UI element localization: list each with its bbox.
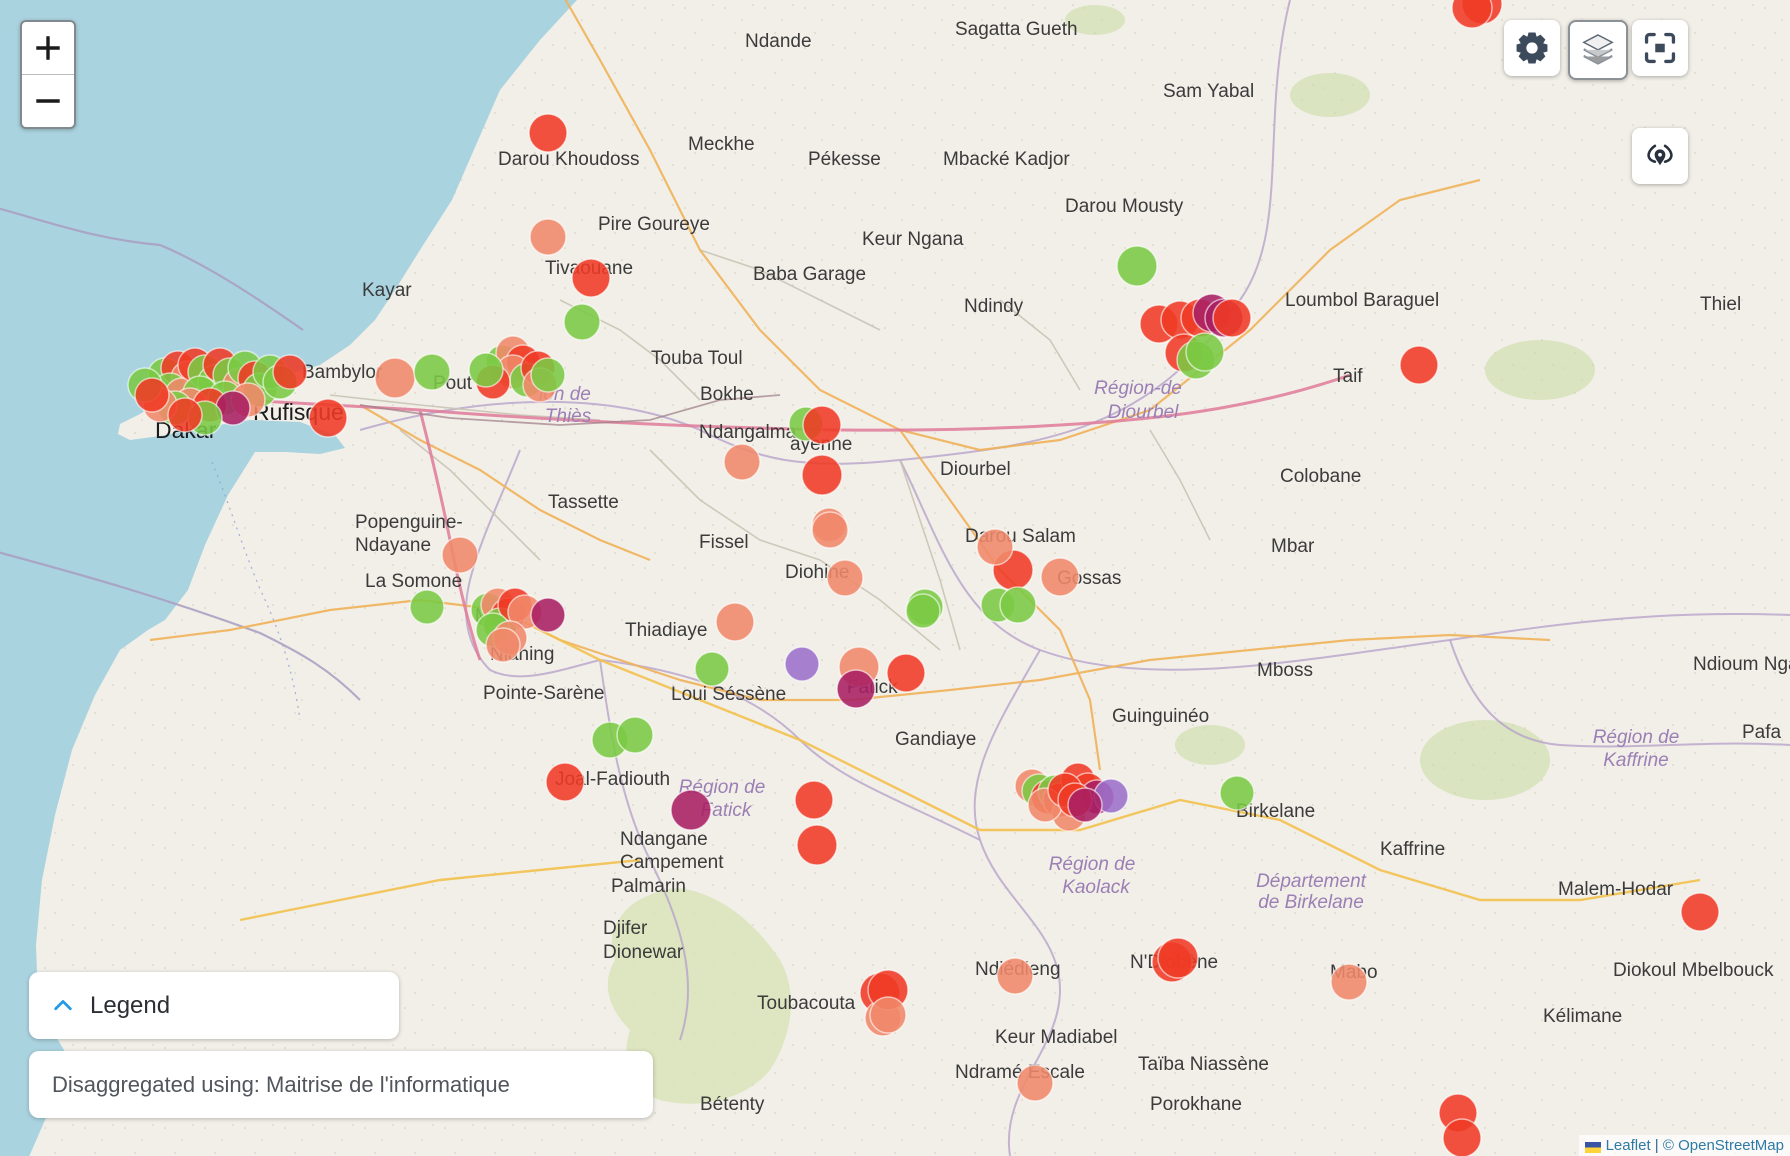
svg-text:Gandiaye: Gandiaye — [895, 729, 976, 750]
svg-text:Ndangane: Ndangane — [620, 829, 708, 850]
svg-text:Ndande: Ndande — [745, 31, 812, 52]
svg-text:Région-de: Région-de — [1094, 378, 1182, 399]
svg-text:Diokoul Mbelbouck: Diokoul Mbelbouck — [1613, 960, 1774, 981]
svg-text:Dionewar: Dionewar — [603, 942, 684, 963]
svg-text:Campement: Campement — [620, 852, 724, 873]
svg-text:Touba Toul: Touba Toul — [651, 348, 743, 369]
svg-text:Kayar: Kayar — [362, 280, 412, 301]
svg-text:de Birkelane: de Birkelane — [1258, 892, 1364, 913]
svg-text:Pointe-Sarène: Pointe-Sarène — [483, 683, 604, 704]
svg-text:Toubacouta: Toubacouta — [757, 993, 856, 1014]
svg-text:Taif: Taif — [1333, 366, 1363, 387]
svg-text:Diourbel: Diourbel — [1108, 402, 1180, 423]
svg-text:Pafa: Pafa — [1742, 722, 1782, 743]
svg-text:Kélimane: Kélimane — [1543, 1006, 1622, 1027]
svg-text:Meckhe: Meckhe — [688, 134, 755, 155]
svg-text:Diourbel: Diourbel — [940, 459, 1011, 480]
svg-text:Thiès: Thiès — [545, 406, 592, 427]
svg-text:Kaffrine: Kaffrine — [1380, 839, 1445, 860]
svg-text:Bokhe: Bokhe — [700, 384, 754, 405]
svg-text:Pire Goureye: Pire Goureye — [598, 214, 710, 235]
svg-text:Loumbol Baraguel: Loumbol Baraguel — [1285, 290, 1439, 311]
svg-text:Ndayane: Ndayane — [355, 535, 431, 556]
svg-text:Mboss: Mboss — [1257, 660, 1313, 681]
svg-text:Colobane: Colobane — [1280, 466, 1361, 487]
svg-text:Thiel: Thiel — [1700, 294, 1741, 315]
svg-text:Fissel: Fissel — [699, 532, 749, 553]
svg-text:Loui Séssène: Loui Séssène — [671, 684, 786, 705]
svg-text:Kaolack: Kaolack — [1062, 877, 1131, 898]
svg-text:Palmarin: Palmarin — [611, 876, 686, 897]
svg-text:La Somone: La Somone — [365, 571, 462, 592]
svg-text:Guinguinéo: Guinguinéo — [1112, 706, 1209, 727]
svg-text:Ndangalma: Ndangalma — [699, 422, 797, 443]
svg-text:Tassette: Tassette — [548, 492, 619, 513]
svg-text:Pékesse: Pékesse — [808, 149, 881, 170]
svg-text:Région de: Région de — [1593, 727, 1680, 748]
svg-text:Darou Khoudoss: Darou Khoudoss — [498, 149, 640, 170]
svg-text:Bétenty: Bétenty — [700, 1094, 765, 1115]
svg-text:Malem-Hodar: Malem-Hodar — [1558, 879, 1674, 900]
svg-text:Ndioum Ngainth: Ndioum Ngainth — [1693, 654, 1790, 675]
svg-text:Sam Yabal: Sam Yabal — [1163, 81, 1254, 102]
svg-text:Darou Mousty: Darou Mousty — [1065, 196, 1184, 217]
svg-text:Keur Madiabel: Keur Madiabel — [995, 1027, 1118, 1048]
svg-text:Popenguine-: Popenguine- — [355, 512, 463, 533]
svg-text:Bambylor: Bambylor — [302, 362, 383, 383]
svg-text:Thiadiaye: Thiadiaye — [625, 620, 707, 641]
svg-text:Sagatta Gueth: Sagatta Gueth — [955, 19, 1078, 40]
svg-text:Région de: Région de — [1049, 854, 1136, 875]
svg-text:Keur Ngana: Keur Ngana — [862, 229, 964, 250]
svg-text:Baba Garage: Baba Garage — [753, 264, 866, 285]
svg-text:Taïba Niassène: Taïba Niassène — [1138, 1054, 1269, 1075]
svg-text:Djifer: Djifer — [603, 918, 648, 939]
svg-text:Kaffrine: Kaffrine — [1603, 750, 1668, 771]
svg-text:Département: Département — [1256, 871, 1367, 892]
svg-text:Mbar: Mbar — [1271, 536, 1315, 557]
svg-text:Porokhane: Porokhane — [1150, 1094, 1242, 1115]
svg-text:Mbacké Kadjor: Mbacké Kadjor — [943, 149, 1070, 170]
svg-text:Ndindy: Ndindy — [964, 296, 1024, 317]
